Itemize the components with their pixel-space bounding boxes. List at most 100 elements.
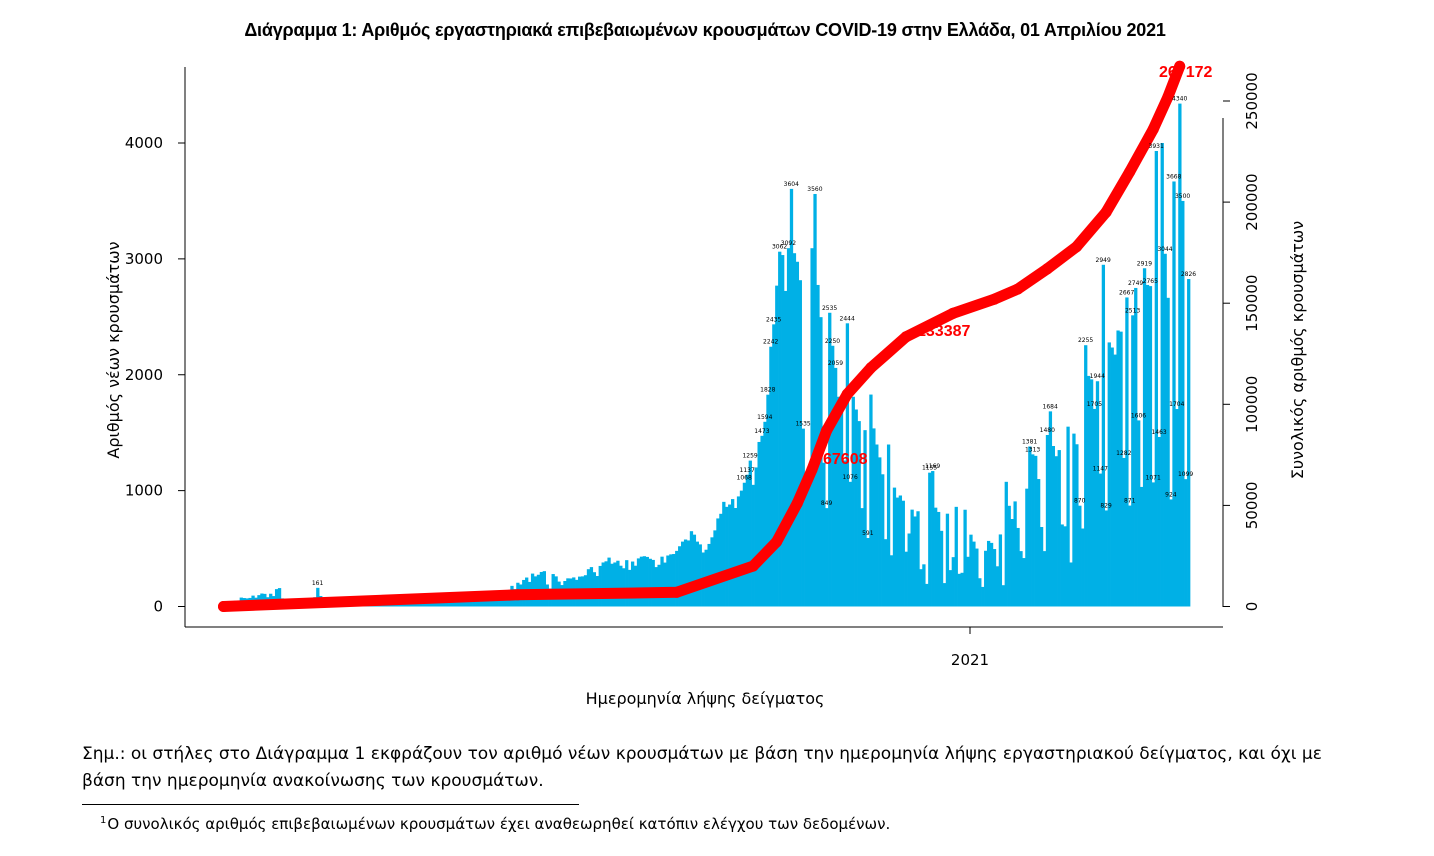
cumulative-point <box>821 425 833 437</box>
bar <box>819 317 823 607</box>
bar <box>1039 527 1044 607</box>
bar <box>316 587 320 607</box>
bar <box>716 518 720 607</box>
bar <box>639 556 644 607</box>
bar <box>1107 342 1111 607</box>
footnote-marker: 1 <box>100 815 107 826</box>
bar <box>1148 286 1153 607</box>
bar-data-label: 3092 <box>781 240 796 247</box>
bar <box>907 533 911 607</box>
cumulative-annotation: 133387 <box>917 323 970 340</box>
bar <box>451 601 455 607</box>
bar-data-label: 4340 <box>1172 96 1187 103</box>
bar <box>1187 279 1191 607</box>
bar <box>942 583 947 607</box>
bar <box>981 586 985 607</box>
bar-data-label: 1828 <box>760 387 775 394</box>
bar <box>1048 411 1053 607</box>
bar <box>986 540 991 607</box>
bar-data-label: 849 <box>821 500 833 507</box>
bar <box>851 396 855 607</box>
bar <box>913 516 917 607</box>
bar <box>672 554 676 607</box>
bar <box>845 323 850 607</box>
bar-data-label: 1381 <box>1022 439 1037 446</box>
bar <box>728 504 732 607</box>
bar <box>601 562 605 607</box>
bar <box>654 567 658 607</box>
bar <box>454 599 458 607</box>
cumulative-point <box>512 589 524 601</box>
bar <box>954 506 958 607</box>
bar-data-label: 3044 <box>1157 246 1172 253</box>
bar <box>1004 481 1008 607</box>
bar <box>925 583 929 607</box>
bar <box>695 541 699 607</box>
bar <box>825 508 829 607</box>
bar <box>886 444 891 607</box>
bar-data-label: 2242 <box>763 339 778 346</box>
bar-data-label: 2435 <box>766 316 781 323</box>
y2-axis-label: Συνολικός αριθμός κρουσμάτων <box>1288 221 1307 480</box>
bar <box>833 367 838 607</box>
cumulative-point <box>900 331 912 343</box>
bar <box>751 484 755 607</box>
bar <box>463 599 467 607</box>
bar <box>630 561 635 607</box>
bar <box>922 564 926 607</box>
bar-data-label: 2059 <box>828 360 843 367</box>
bar <box>1098 473 1103 607</box>
bar <box>1178 103 1182 607</box>
bar <box>792 253 797 607</box>
bar <box>931 471 935 607</box>
bar <box>1089 379 1094 607</box>
bar <box>831 345 835 607</box>
bar <box>1054 456 1058 607</box>
bar <box>957 573 961 607</box>
y2-tick-label: 100000 <box>1243 376 1261 433</box>
bar <box>1169 499 1173 607</box>
chart-note: Σημ.: οι στήλες στο Διάγραμμα 1 εκφράζου… <box>82 744 1322 791</box>
bar <box>657 564 661 607</box>
cumulative-point <box>218 601 229 612</box>
bar <box>678 546 682 607</box>
bar <box>480 599 485 607</box>
bar <box>492 596 496 607</box>
bar <box>586 569 591 607</box>
bar <box>486 597 491 607</box>
bar-data-label: 1473 <box>754 428 769 435</box>
bar <box>1075 444 1079 607</box>
bar-data-label: 1606 <box>1131 412 1146 419</box>
bar <box>1142 268 1147 607</box>
bar <box>1060 524 1064 607</box>
bar <box>1122 457 1126 607</box>
bar <box>1128 505 1132 607</box>
bar <box>698 544 702 607</box>
bar <box>1175 409 1179 607</box>
bar <box>789 188 794 607</box>
bar-data-label: 161 <box>312 580 324 587</box>
bar <box>1181 200 1185 607</box>
bar <box>775 285 779 607</box>
bar <box>889 555 894 607</box>
bar <box>731 499 735 607</box>
bar <box>1034 455 1038 607</box>
y2-tick-label: 250000 <box>1243 72 1261 129</box>
bar <box>860 508 864 607</box>
bar-data-label: 1463 <box>1151 429 1166 436</box>
bar <box>666 555 670 607</box>
bar <box>713 530 717 607</box>
cumulative-point <box>1124 166 1136 178</box>
bar <box>542 571 546 607</box>
bar <box>742 482 747 607</box>
bar <box>807 485 811 607</box>
footnote-text: Ο συνολικός αριθμός επιβεβαιωμένων κρουσ… <box>107 815 891 833</box>
bar <box>866 538 870 607</box>
bar <box>828 312 832 607</box>
cumulative-point <box>865 362 877 374</box>
bar <box>739 490 744 607</box>
cumulative-point <box>747 560 759 572</box>
bar <box>972 541 976 607</box>
bar <box>472 598 476 607</box>
bar <box>1160 143 1164 607</box>
